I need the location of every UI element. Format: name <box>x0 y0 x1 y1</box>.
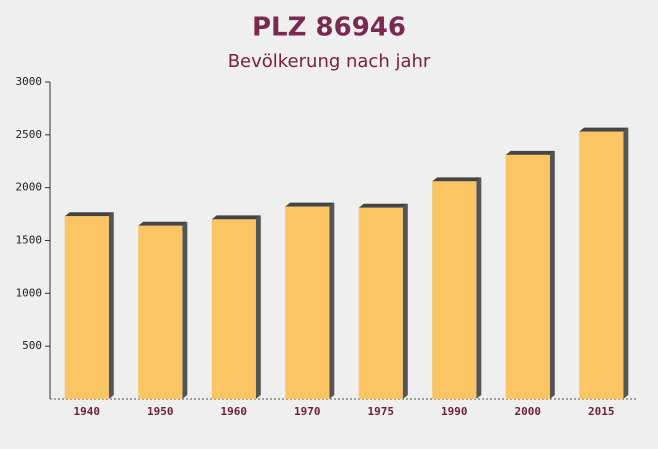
y-tick-label: 2500 <box>16 128 43 141</box>
bar <box>358 207 403 399</box>
bar-shadow-top <box>579 127 629 132</box>
x-tick-label: 1990 <box>441 405 468 418</box>
bar <box>285 206 330 399</box>
bar-shadow <box>623 127 629 399</box>
x-tick-label: 1960 <box>221 405 248 418</box>
x-tick-label: 2015 <box>588 405 615 418</box>
chart-subtitle: Bevölkerung nach jahr <box>228 51 431 72</box>
x-tick-label: 1950 <box>147 405 174 418</box>
bar-shadow <box>476 177 482 399</box>
bar-shadow-top <box>64 212 114 217</box>
bar-shadow <box>549 150 555 399</box>
bar-shadow <box>182 221 188 399</box>
bar <box>432 181 477 399</box>
bar <box>505 154 550 399</box>
y-tick-label: 1000 <box>16 286 43 299</box>
y-tick-label: 500 <box>22 339 42 352</box>
x-tick-label: 1975 <box>368 405 395 418</box>
bar <box>64 216 109 399</box>
bar-shadow-top <box>432 177 482 182</box>
bar-shadow-top <box>138 221 188 226</box>
bar-shadow <box>108 212 114 399</box>
bar <box>579 131 624 399</box>
bar-shadow <box>329 202 335 399</box>
chart-title: PLZ 86946 <box>252 13 406 43</box>
x-tick-label: 1970 <box>294 405 321 418</box>
bar <box>138 225 183 399</box>
bar-shadow-top <box>358 203 408 208</box>
bar-shadow-top <box>285 202 335 207</box>
y-tick-label: 1500 <box>16 234 43 247</box>
x-tick-label: 2000 <box>515 405 542 418</box>
x-tick-label: 1940 <box>74 405 101 418</box>
bar-shadow-top <box>211 215 261 220</box>
bar-shadow-top <box>505 150 555 155</box>
bar <box>211 219 256 399</box>
y-tick-label: 2000 <box>16 181 43 194</box>
bar-shadow <box>255 215 261 399</box>
y-tick-label: 3000 <box>16 75 43 88</box>
bar-shadow <box>402 203 408 399</box>
